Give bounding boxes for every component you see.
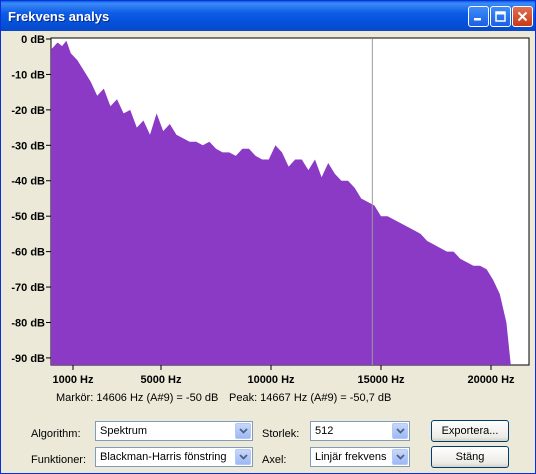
- x-tick-label: 20000 Hz: [467, 374, 515, 386]
- y-tick-label: -60 dB: [11, 247, 45, 259]
- y-tick-label: -50 dB: [11, 211, 45, 223]
- functions-select[interactable]: Blackman-Harris fönstring: [95, 447, 253, 467]
- x-tick-label: 5000 Hz: [141, 374, 182, 386]
- size-dropdown-arrow[interactable]: [392, 423, 408, 439]
- close-button[interactable]: Stäng: [431, 446, 509, 468]
- title-bar[interactable]: Frekvens analys: [1, 1, 535, 31]
- marker-readout: Markör: 14606 Hz (A#9) = -50 dB: [56, 392, 219, 404]
- algorithm-label: Algorithm:: [31, 428, 81, 440]
- functions-value: Blackman-Harris fönstring: [100, 451, 227, 463]
- spectrum-area: [51, 40, 511, 366]
- y-tick-label: -90 dB: [11, 353, 45, 365]
- minimize-button[interactable]: [468, 6, 489, 27]
- size-label: Storlek:: [262, 428, 300, 440]
- axis-dropdown-arrow[interactable]: [392, 449, 408, 465]
- functions-dropdown-arrow[interactable]: [235, 449, 251, 465]
- close-icon: [517, 11, 528, 22]
- y-tick-label: -30 dB: [11, 140, 45, 152]
- window-title: Frekvens analys: [8, 9, 110, 24]
- size-select[interactable]: 512: [310, 421, 410, 441]
- algorithm-dropdown-arrow[interactable]: [235, 423, 251, 439]
- size-value: 512: [315, 425, 334, 437]
- peak-readout: Peak: 14667 Hz (A#9) = -50,7 dB: [229, 392, 392, 404]
- axis-label: Axel:: [262, 454, 287, 466]
- maximize-button[interactable]: [490, 6, 511, 27]
- close-window-button[interactable]: [512, 6, 533, 27]
- axis-value: Linjär frekvens: [315, 451, 387, 463]
- minimize-icon: [474, 18, 481, 21]
- x-tick-label: 1000 Hz: [53, 374, 94, 386]
- chevron-down-icon: [395, 454, 405, 460]
- chevron-down-icon: [238, 454, 248, 460]
- export-button[interactable]: Exportera...: [431, 420, 509, 442]
- algorithm-value: Spektrum: [100, 425, 148, 437]
- y-tick-label: -80 dB: [11, 317, 45, 329]
- x-tick-label: 10000 Hz: [247, 374, 295, 386]
- y-tick-label: 0 dB: [21, 34, 45, 46]
- chevron-down-icon: [238, 428, 248, 434]
- spectrum-chart: 0 dB -10 dB -20 dB -30 dB -40 dB -50 dB -60 dB…: [11, 34, 530, 386]
- chevron-down-icon: [395, 428, 405, 434]
- x-tick-label: 15000 Hz: [357, 374, 405, 386]
- axis-select[interactable]: Linjär frekvens: [310, 447, 410, 467]
- y-tick-label: -70 dB: [11, 282, 45, 294]
- y-tick-label: -20 dB: [11, 105, 45, 117]
- y-tick-label: -40 dB: [11, 176, 45, 188]
- functions-label: Funktioner:: [31, 454, 87, 466]
- maximize-icon: [495, 11, 506, 22]
- algorithm-select[interactable]: Spektrum: [95, 421, 253, 441]
- spectrum-plot[interactable]: 0 dB -10 dB -20 dB -30 dB -40 dB -50 dB -60 dB…: [1, 31, 535, 411]
- y-tick-label: -10 dB: [11, 69, 45, 81]
